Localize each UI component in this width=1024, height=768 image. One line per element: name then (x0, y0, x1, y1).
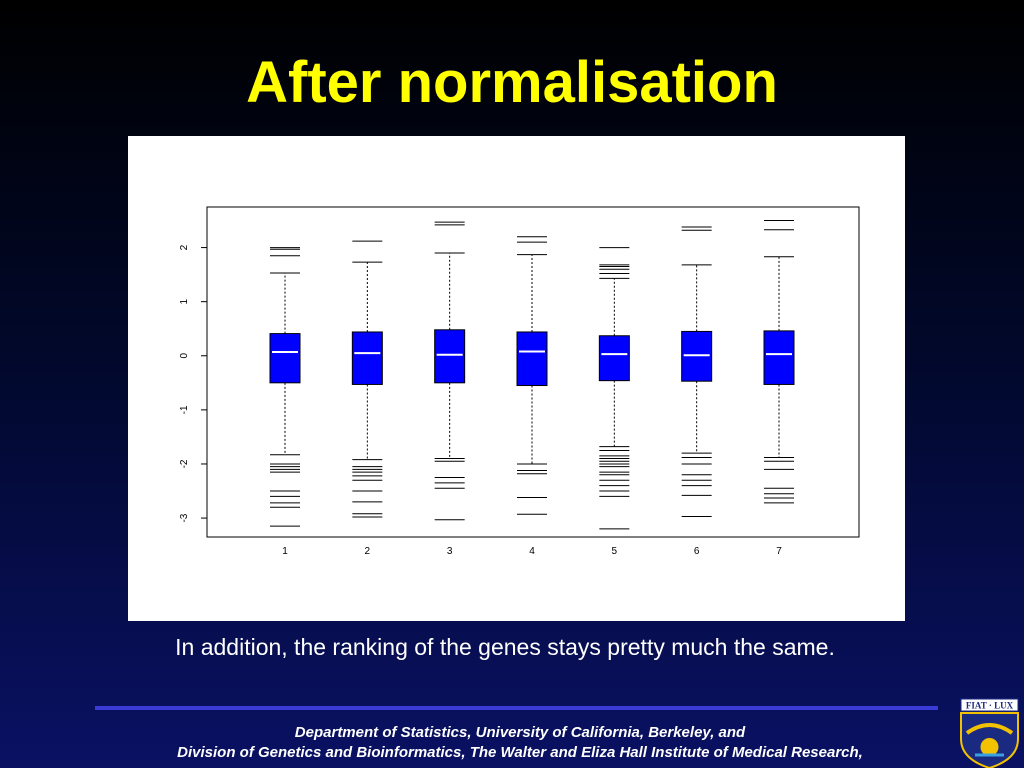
y-tick-label: 1 (179, 298, 190, 304)
x-tick-label: 2 (365, 546, 371, 557)
box-1 (269, 333, 301, 384)
box-7 (763, 330, 795, 385)
footer-divider (95, 706, 938, 710)
y-tick-label: -3 (179, 513, 190, 522)
plot-frame (206, 206, 860, 538)
y-tick-label: 2 (179, 244, 190, 250)
box-4 (516, 331, 548, 387)
box-6 (681, 330, 713, 382)
boxplot-chart: -3 -2 -1 0 1 2 1 2 3 4 5 6 7 (128, 136, 905, 621)
y-tick-label: 0 (179, 353, 190, 359)
svg-text:FIAT · LUX: FIAT · LUX (966, 701, 1014, 711)
slide-caption: In addition, the ranking of the genes st… (175, 634, 835, 660)
slide-title: After normalisation (246, 50, 778, 115)
x-tick-label: 4 (529, 546, 535, 557)
box-2 (351, 331, 383, 385)
box-3 (434, 329, 466, 384)
x-tick-label: 3 (447, 546, 453, 557)
university-crest-logo: FIAT · LUX (960, 698, 1019, 768)
boxplot-svg: -3 -2 -1 0 1 2 1 2 3 4 5 6 7 (179, 206, 860, 557)
footer-affiliation-line-2: Division of Genetics and Bioinformatics,… (177, 744, 863, 761)
x-tick-label: 1 (282, 546, 288, 557)
footer-affiliation-line-1: Department of Statistics, University of … (294, 724, 746, 741)
x-tick-label: 7 (776, 546, 782, 557)
y-tick-label: -1 (179, 405, 190, 414)
y-tick-label: -2 (179, 459, 190, 468)
box-5 (598, 335, 630, 382)
x-tick-label: 5 (612, 546, 618, 557)
x-tick-label: 6 (694, 546, 700, 557)
